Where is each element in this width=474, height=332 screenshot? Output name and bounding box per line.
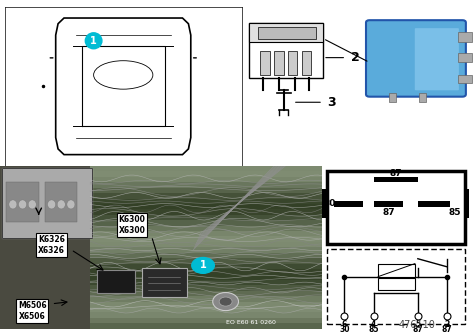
Circle shape <box>85 33 102 49</box>
Bar <box>458 75 472 83</box>
Text: M6506
X6506: M6506 X6506 <box>18 300 46 321</box>
Bar <box>374 201 403 207</box>
Bar <box>90 274 322 280</box>
Text: 85: 85 <box>368 325 379 332</box>
Bar <box>90 301 322 307</box>
Ellipse shape <box>28 200 36 209</box>
Bar <box>90 231 322 236</box>
Bar <box>258 27 316 39</box>
Text: 87: 87 <box>390 169 402 178</box>
Text: 1: 1 <box>314 29 323 42</box>
Text: 87: 87 <box>442 325 453 332</box>
Bar <box>458 32 472 42</box>
Bar <box>90 236 322 242</box>
Bar <box>327 249 465 324</box>
Ellipse shape <box>18 200 27 209</box>
Text: 476110: 476110 <box>399 320 436 330</box>
Polygon shape <box>56 18 191 155</box>
Text: 2: 2 <box>445 320 450 329</box>
Bar <box>302 51 311 75</box>
Bar <box>90 209 322 215</box>
Text: 6: 6 <box>342 320 347 329</box>
Bar <box>90 296 322 301</box>
Bar <box>97 270 136 292</box>
Text: 4: 4 <box>371 320 376 329</box>
Bar <box>1 168 92 238</box>
Bar <box>142 268 187 297</box>
Bar <box>90 253 322 258</box>
Bar <box>374 177 418 182</box>
Bar <box>90 171 322 177</box>
Text: 1: 1 <box>90 36 97 46</box>
Bar <box>90 220 322 226</box>
Text: 5: 5 <box>415 320 420 329</box>
Bar <box>378 264 415 277</box>
Bar <box>90 193 322 199</box>
Bar <box>90 177 322 182</box>
Text: EO E60 61 0260: EO E60 61 0260 <box>227 320 276 325</box>
Text: 1: 1 <box>200 260 207 271</box>
Ellipse shape <box>47 200 55 209</box>
Bar <box>90 307 322 312</box>
Bar <box>90 225 322 231</box>
Ellipse shape <box>57 200 65 209</box>
Bar <box>419 93 427 102</box>
Circle shape <box>192 258 214 273</box>
FancyBboxPatch shape <box>366 20 466 97</box>
Bar <box>90 290 322 296</box>
Text: 3: 3 <box>328 96 336 109</box>
Bar <box>7 182 39 222</box>
Bar <box>90 312 322 318</box>
Bar <box>1 168 92 238</box>
Bar <box>90 242 322 247</box>
Bar <box>322 189 327 218</box>
Bar <box>90 263 322 269</box>
Bar <box>334 201 364 207</box>
Bar <box>90 214 322 220</box>
Bar <box>389 93 396 102</box>
FancyBboxPatch shape <box>415 28 459 90</box>
Bar <box>90 247 322 253</box>
Text: 87: 87 <box>412 325 423 332</box>
Bar <box>90 258 322 264</box>
Bar <box>90 323 322 329</box>
Bar <box>45 182 77 222</box>
Bar <box>90 182 322 188</box>
Bar <box>90 188 322 193</box>
Bar <box>90 269 322 275</box>
Ellipse shape <box>9 200 17 209</box>
Circle shape <box>213 292 238 311</box>
Bar <box>90 285 322 291</box>
Bar <box>249 23 323 42</box>
Bar <box>90 166 322 171</box>
Bar <box>465 189 469 218</box>
Text: 85: 85 <box>448 208 461 217</box>
Circle shape <box>219 297 232 306</box>
Bar <box>458 53 472 62</box>
Bar <box>90 280 322 285</box>
Bar <box>378 278 415 290</box>
Ellipse shape <box>67 200 75 209</box>
Bar <box>90 318 322 323</box>
Text: K6300
X6300: K6300 X6300 <box>118 215 146 235</box>
Text: 30: 30 <box>339 325 350 332</box>
Bar <box>327 171 465 244</box>
Bar <box>249 23 323 78</box>
Text: 87: 87 <box>382 208 395 217</box>
Bar <box>274 51 283 75</box>
Text: K6326
X6326: K6326 X6326 <box>38 235 65 255</box>
Bar <box>260 51 270 75</box>
Bar <box>90 198 322 204</box>
Bar <box>90 204 322 209</box>
Text: 30: 30 <box>323 199 336 208</box>
Bar <box>288 51 298 75</box>
Text: 2: 2 <box>351 51 360 64</box>
Bar <box>418 201 450 207</box>
